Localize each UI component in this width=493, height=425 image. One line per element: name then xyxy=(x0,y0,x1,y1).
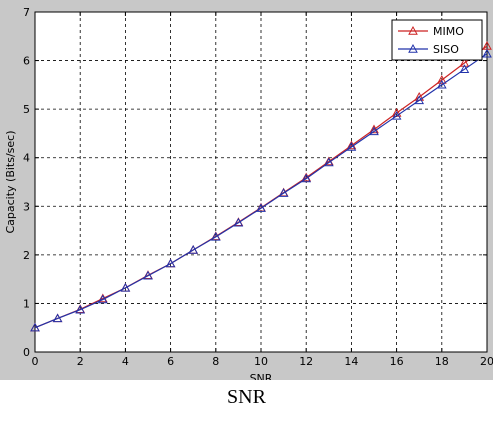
point-siso-17 xyxy=(414,95,425,105)
y-tick-label-0: 0 xyxy=(23,346,30,359)
y-tick-label-6: 6 xyxy=(23,55,30,68)
point-siso-14 xyxy=(346,141,357,151)
point-siso-1 xyxy=(52,313,63,323)
y-tick-label-5: 5 xyxy=(23,103,30,116)
point-siso-3 xyxy=(97,294,108,304)
point-siso-9 xyxy=(233,217,244,227)
x-tick-label-4: 8 xyxy=(212,355,219,368)
point-mimo-15 xyxy=(369,124,379,134)
legend-label-mimo: MIMO xyxy=(433,25,464,38)
series-siso xyxy=(30,48,492,332)
figure-caption: SNR xyxy=(227,386,266,408)
legend-label-siso: SISO xyxy=(433,43,459,56)
point-siso-15 xyxy=(369,126,379,136)
x-tick-label-7: 14 xyxy=(344,355,358,368)
point-siso-5 xyxy=(143,270,153,280)
figure-background: 0 2 4 6 8 10 12 14 16 18 20 0 1 2 3 4 5 6 7 Capacity (Bits… xyxy=(0,0,493,380)
series-line-siso xyxy=(34,53,488,329)
point-siso-6 xyxy=(165,258,176,268)
x-tick-label-0: 0 xyxy=(32,355,39,368)
point-siso-13 xyxy=(323,157,334,167)
point-siso-8 xyxy=(210,231,221,241)
x-tick-label-6: 12 xyxy=(299,355,313,368)
y-tick-label-7: 7 xyxy=(23,6,30,19)
point-siso-10 xyxy=(256,203,266,212)
y-tick-label-1: 1 xyxy=(23,297,30,310)
point-siso-7 xyxy=(188,244,199,254)
legend: MIMO SISO xyxy=(391,19,483,61)
point-siso-11 xyxy=(278,188,289,197)
point-mimo-18 xyxy=(436,74,447,84)
legend-marker-siso xyxy=(408,43,418,53)
point-siso-20 xyxy=(482,48,492,58)
x-tick-label-1: 2 xyxy=(77,355,84,368)
x-tick-label-8: 16 xyxy=(390,355,404,368)
x-tick-label-9: 18 xyxy=(435,355,449,368)
point-siso-0 xyxy=(30,322,40,332)
y-tick-label-3: 3 xyxy=(23,200,30,213)
y-tick-label-2: 2 xyxy=(23,249,30,262)
series-layer xyxy=(30,40,492,332)
x-tick-label-10: 20 xyxy=(480,355,493,368)
legend-box xyxy=(391,19,483,61)
point-siso-4 xyxy=(120,282,131,292)
x-tick-label-3: 6 xyxy=(167,355,174,368)
point-siso-19 xyxy=(459,64,470,74)
point-siso-16 xyxy=(391,110,402,120)
x-axis-label: SNR xyxy=(250,372,273,380)
legend-marker-mimo xyxy=(408,25,418,35)
point-siso-12 xyxy=(301,173,312,183)
point-siso-2 xyxy=(75,304,86,314)
point-siso-18 xyxy=(436,79,447,89)
x-tick-label-2: 4 xyxy=(122,355,129,368)
y-tick-label-4: 4 xyxy=(23,152,30,165)
y-axis-label: Capacity (Bits/sec) xyxy=(4,130,17,233)
x-tick-label-5: 10 xyxy=(254,355,268,368)
